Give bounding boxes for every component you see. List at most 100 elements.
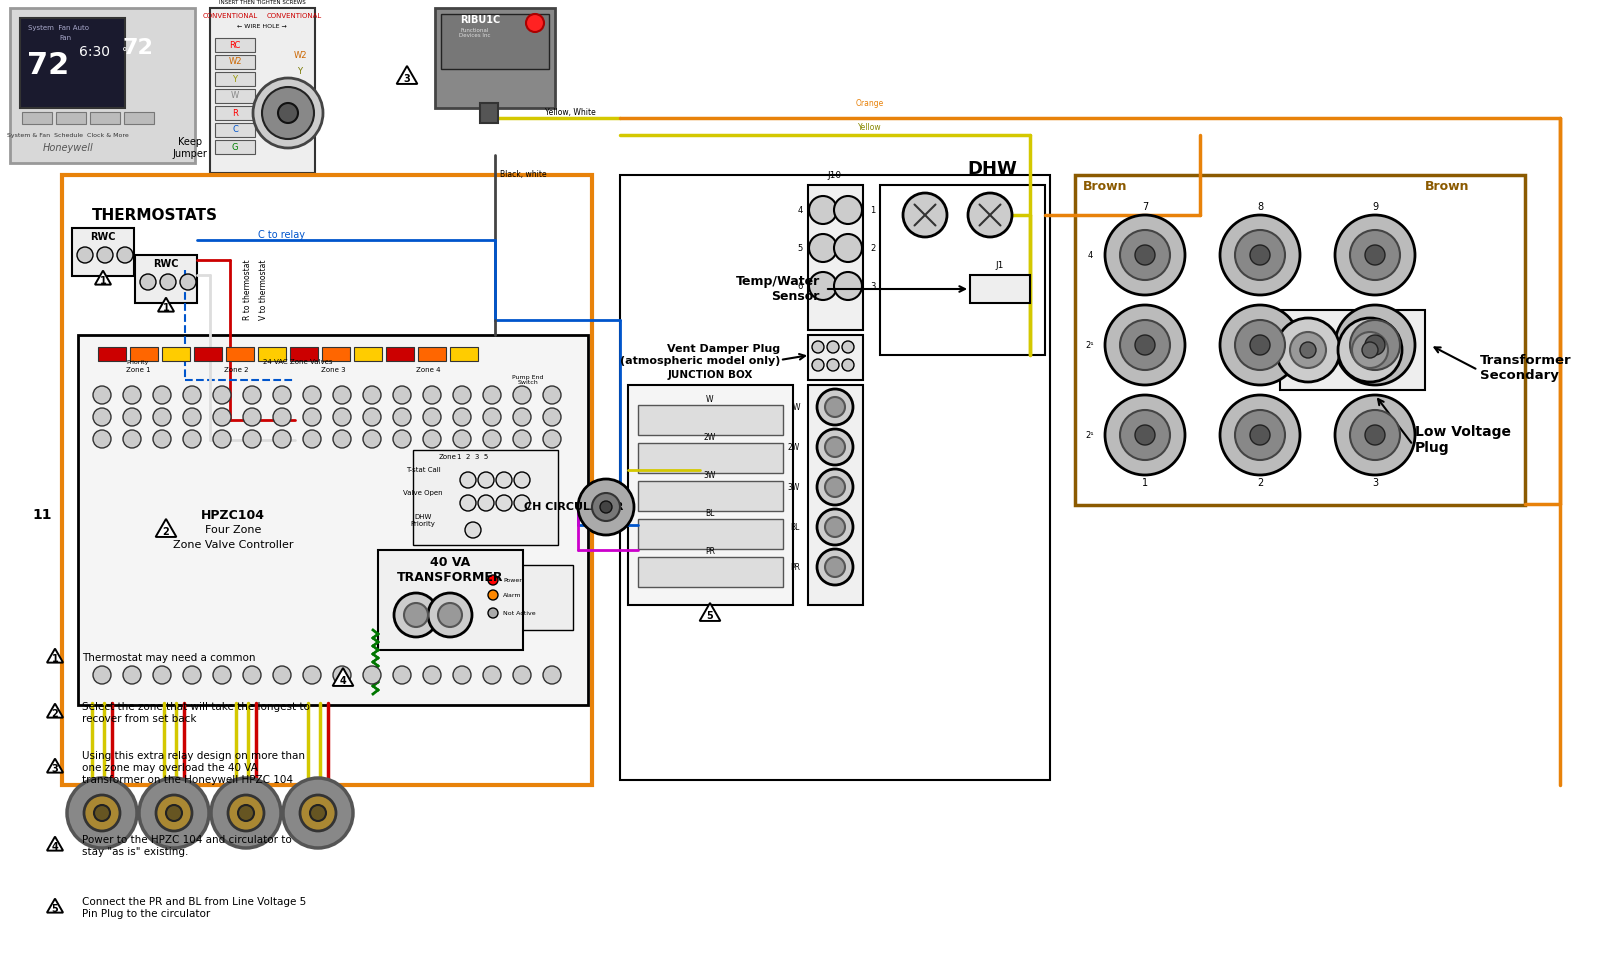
Text: Keep
Jumper: Keep Jumper <box>173 138 208 159</box>
Circle shape <box>542 666 562 684</box>
Circle shape <box>333 408 350 426</box>
Circle shape <box>213 386 230 404</box>
Circle shape <box>1120 320 1170 370</box>
Circle shape <box>813 359 824 371</box>
Circle shape <box>1134 335 1155 355</box>
Circle shape <box>488 590 498 600</box>
Text: CONVENTIONAL: CONVENTIONAL <box>202 13 258 19</box>
Text: C to relay: C to relay <box>258 230 306 240</box>
Circle shape <box>1106 395 1186 475</box>
Circle shape <box>278 103 298 123</box>
Circle shape <box>592 493 621 521</box>
Text: Functional
Devices Inc: Functional Devices Inc <box>459 28 491 38</box>
Text: 1: 1 <box>99 276 106 286</box>
Text: Zone: Zone <box>438 454 458 460</box>
Circle shape <box>394 386 411 404</box>
Circle shape <box>302 666 322 684</box>
Circle shape <box>514 495 530 511</box>
Text: Select the zone that will take the longest to
recover from set back: Select the zone that will take the longe… <box>82 702 310 724</box>
Circle shape <box>229 795 264 831</box>
Circle shape <box>422 408 442 426</box>
Circle shape <box>213 408 230 426</box>
Bar <box>638 405 782 435</box>
Bar <box>134 255 197 303</box>
Circle shape <box>1334 305 1414 385</box>
Polygon shape <box>397 66 418 84</box>
Circle shape <box>394 430 411 448</box>
Circle shape <box>243 666 261 684</box>
Circle shape <box>302 386 322 404</box>
Circle shape <box>363 386 381 404</box>
Bar <box>56 112 86 124</box>
Text: System & Fan  Schedule  Clock & More: System & Fan Schedule Clock & More <box>6 134 130 138</box>
Circle shape <box>842 341 854 353</box>
Circle shape <box>274 666 291 684</box>
Text: Black, white: Black, white <box>499 171 547 180</box>
Bar <box>638 443 782 473</box>
Text: Zone Valve Controller: Zone Valve Controller <box>173 540 293 550</box>
Bar <box>214 140 254 154</box>
Circle shape <box>1250 335 1270 355</box>
Polygon shape <box>699 603 720 621</box>
Text: Four Zone: Four Zone <box>205 525 261 535</box>
Bar <box>19 18 125 108</box>
Text: Zone 3: Zone 3 <box>320 367 346 373</box>
Text: Power to the HPZC 104 and circulator to
stay "as is" existing.: Power to the HPZC 104 and circulator to … <box>82 836 291 857</box>
Circle shape <box>182 430 202 448</box>
Bar <box>130 347 158 361</box>
Circle shape <box>1235 230 1285 280</box>
Circle shape <box>1134 245 1155 265</box>
Text: Using this extra relay design on more than
one zone may overload the 40 VA
trans: Using this extra relay design on more th… <box>82 752 306 785</box>
Polygon shape <box>46 837 62 851</box>
Circle shape <box>834 196 862 224</box>
Circle shape <box>67 778 138 848</box>
Text: Valve Open: Valve Open <box>403 490 443 496</box>
Bar <box>125 112 154 124</box>
Circle shape <box>1106 305 1186 385</box>
Text: Low Voltage
Plug: Low Voltage Plug <box>1414 425 1510 456</box>
Circle shape <box>902 193 947 237</box>
Text: DHW: DHW <box>966 160 1018 178</box>
Circle shape <box>363 430 381 448</box>
Circle shape <box>483 386 501 404</box>
Circle shape <box>514 472 530 488</box>
Circle shape <box>123 386 141 404</box>
Bar <box>214 38 254 52</box>
Circle shape <box>1350 320 1400 370</box>
Circle shape <box>139 778 210 848</box>
Text: 3: 3 <box>1371 478 1378 488</box>
Circle shape <box>488 608 498 618</box>
Text: Transformer
Secondary: Transformer Secondary <box>1480 354 1571 382</box>
Bar <box>483 565 573 630</box>
Circle shape <box>1235 320 1285 370</box>
Circle shape <box>600 501 611 513</box>
Text: Orange: Orange <box>856 98 885 108</box>
Text: R: R <box>232 109 238 117</box>
Text: R to thermostat: R to thermostat <box>243 260 253 320</box>
Text: HPZC104: HPZC104 <box>202 508 266 521</box>
Text: 2W: 2W <box>704 433 717 441</box>
Text: G: G <box>232 142 238 152</box>
Circle shape <box>1250 425 1270 445</box>
Bar <box>194 347 222 361</box>
Text: W2: W2 <box>293 51 307 59</box>
Text: Yellow: Yellow <box>858 123 882 133</box>
Circle shape <box>834 272 862 300</box>
Circle shape <box>1120 230 1170 280</box>
Polygon shape <box>94 270 110 285</box>
Bar <box>621 175 1050 780</box>
Bar <box>808 185 862 330</box>
Text: INSERT THEN TIGHTEN SCREWS: INSERT THEN TIGHTEN SCREWS <box>219 1 306 6</box>
Text: 9: 9 <box>1371 202 1378 212</box>
Polygon shape <box>46 899 62 913</box>
Circle shape <box>826 437 845 457</box>
Text: 5: 5 <box>798 244 803 252</box>
Polygon shape <box>158 298 174 311</box>
Circle shape <box>262 87 314 139</box>
Circle shape <box>274 386 291 404</box>
Text: 3: 3 <box>51 764 58 774</box>
Text: 2: 2 <box>870 244 875 252</box>
Circle shape <box>1350 230 1400 280</box>
Text: 6: 6 <box>798 282 803 290</box>
Text: 2: 2 <box>51 709 58 719</box>
